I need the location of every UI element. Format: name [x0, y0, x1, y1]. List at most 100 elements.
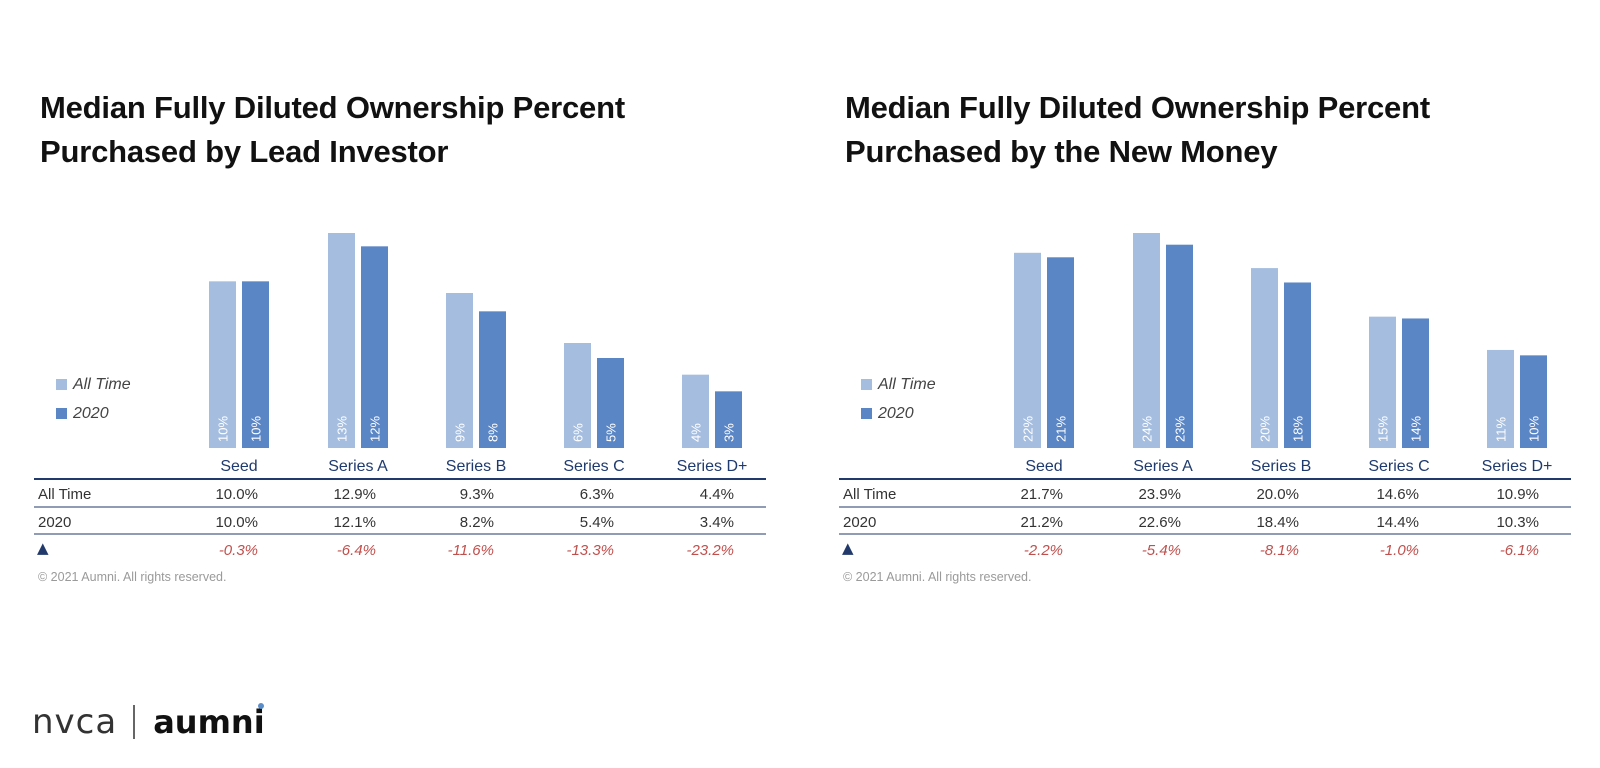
table-cell: 12.9% — [333, 486, 376, 503]
table-row-label: All Time — [843, 486, 896, 503]
table-cell: 8.2% — [460, 514, 494, 531]
table-cell: 4.4% — [700, 486, 734, 503]
logo-area: nvca aumni — [32, 700, 265, 744]
bar-value-label: 9% — [453, 423, 468, 442]
table-cell: 22.6% — [1138, 514, 1181, 531]
bar-value-label: 6% — [571, 423, 586, 442]
table-cell: 5.4% — [580, 514, 614, 531]
bar-value-label: 23% — [1173, 416, 1188, 442]
legend-label-2020: 2020 — [73, 404, 109, 422]
delta-value: -6.1% — [1500, 542, 1539, 559]
category-label: Series C — [563, 458, 624, 475]
table-cell: 18.4% — [1256, 514, 1299, 531]
bar-all-time — [1487, 349, 1514, 448]
chart-panel-new-money: Median Fully Diluted Ownership Percent P… — [805, 0, 1585, 620]
table-row-label: 2020 — [38, 514, 71, 531]
delta-value: -2.2% — [1024, 542, 1063, 559]
legend-swatch-all-time — [56, 379, 67, 390]
table-row-label: 2020 — [843, 514, 876, 531]
legend-item-all-time: All Time — [56, 370, 131, 399]
bar-2020 — [242, 281, 269, 448]
chart-title-line-1: Median Fully Diluted Ownership Percent — [845, 90, 1430, 125]
category-label: Series D+ — [1482, 458, 1553, 475]
bar-value-label: 3% — [722, 423, 737, 442]
table-cell: 20.0% — [1256, 486, 1299, 503]
delta-value: -0.3% — [219, 542, 258, 559]
delta-symbol: ▲ — [842, 539, 854, 557]
bar-value-label: 18% — [1291, 416, 1306, 442]
bar-value-label: 20% — [1258, 416, 1273, 442]
bar-all-time — [564, 343, 591, 448]
table-cell: 14.6% — [1376, 486, 1419, 503]
delta-value: -11.6% — [448, 542, 494, 559]
bar-value-label: 5% — [604, 423, 619, 442]
bar-value-label: 21% — [1054, 416, 1069, 442]
aumni-logo-text: aumni — [153, 703, 265, 741]
table-cell: 6.3% — [580, 486, 614, 503]
bar-all-time — [1133, 233, 1160, 448]
table-cell: 10.0% — [215, 514, 258, 531]
bar-2020 — [1402, 318, 1429, 448]
legend-label-all-time: All Time — [878, 375, 936, 393]
bar-all-time — [328, 233, 355, 448]
category-label: Series A — [328, 458, 388, 475]
table-cell: 10.9% — [1496, 486, 1539, 503]
bar-value-label: 10% — [216, 416, 231, 442]
bar-all-time — [1251, 268, 1278, 448]
table-cell: 12.1% — [333, 514, 376, 531]
bar-value-label: 13% — [335, 416, 350, 442]
bar-value-label: 15% — [1376, 416, 1391, 442]
delta-value: -8.1% — [1260, 542, 1299, 559]
bar-all-time — [1014, 252, 1041, 448]
bar-2020 — [715, 391, 742, 448]
logo-divider — [133, 705, 136, 739]
bar-value-label: 10% — [249, 416, 264, 442]
bar-all-time — [209, 281, 236, 448]
aumni-logo-dot — [257, 703, 264, 709]
delta-value: -6.4% — [337, 542, 376, 559]
legend-swatch-2020 — [861, 408, 872, 419]
category-label: Series C — [1368, 458, 1429, 475]
delta-symbol: ▲ — [37, 539, 49, 557]
bar-2020 — [1166, 244, 1193, 448]
table-cell: 10.0% — [215, 486, 258, 503]
delta-value: -1.0% — [1380, 542, 1419, 559]
chart-title-line-1: Median Fully Diluted Ownership Percent — [40, 90, 625, 125]
category-label: Series D+ — [677, 458, 748, 475]
chart-legend: All Time 2020 — [56, 370, 131, 428]
delta-value: -23.2% — [686, 542, 734, 559]
delta-value: -5.4% — [1142, 542, 1181, 559]
bar-chart-new-money: 22% 21% Seed 24% 23% Series A 20% 18% Series B 15… — [839, 233, 1571, 559]
legend-label-all-time: All Time — [73, 375, 131, 393]
category-label: Seed — [220, 458, 257, 475]
table-cell: 21.2% — [1020, 514, 1063, 531]
category-label: Series B — [446, 458, 506, 475]
legend-label-2020: 2020 — [878, 404, 914, 422]
bar-value-label: 22% — [1021, 416, 1036, 442]
bar-value-label: 11% — [1494, 417, 1509, 442]
legend-swatch-all-time — [861, 379, 872, 390]
chart-title: Median Fully Diluted Ownership Percent P… — [40, 86, 625, 174]
bar-2020 — [361, 246, 388, 448]
copyright-notice: © 2021 Aumni. All rights reserved. — [843, 570, 1032, 584]
legend-swatch-2020 — [56, 408, 67, 419]
table-cell: 23.9% — [1138, 486, 1181, 503]
legend-item-2020: 2020 — [861, 399, 936, 428]
chart-panel-lead-investor: Median Fully Diluted Ownership Percent P… — [0, 0, 780, 620]
table-cell: 21.7% — [1020, 486, 1063, 503]
bar-value-label: 24% — [1140, 416, 1155, 442]
category-label: Series A — [1133, 458, 1193, 475]
bar-chart-lead-investor: 10% 10% Seed 13% 12% Series A 9% 8% Series B 6% 5%… — [34, 233, 766, 559]
bar-2020 — [479, 311, 506, 448]
category-label: Seed — [1025, 458, 1062, 475]
bar-2020 — [1520, 355, 1547, 448]
table-cell: 14.4% — [1376, 514, 1419, 531]
bar-value-label: 4% — [689, 423, 704, 442]
copyright-notice: © 2021 Aumni. All rights reserved. — [38, 570, 227, 584]
bar-value-label: 8% — [486, 423, 501, 442]
table-row-label: All Time — [38, 486, 91, 503]
bar-all-time — [1369, 316, 1396, 448]
table-cell: 9.3% — [460, 486, 494, 503]
chart-title-line-2: Purchased by the New Money — [845, 134, 1278, 169]
bar-2020 — [597, 358, 624, 448]
